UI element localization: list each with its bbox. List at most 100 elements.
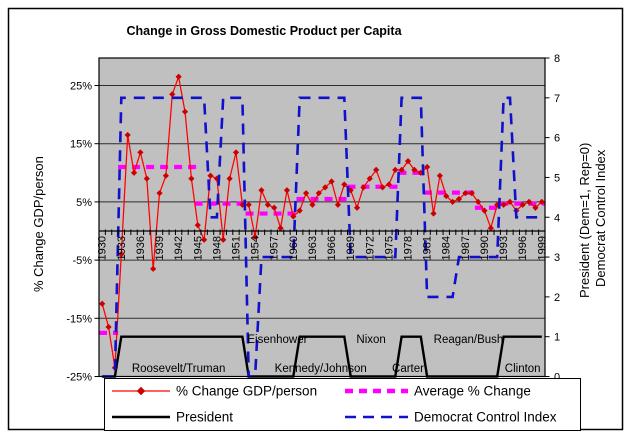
legend-label-president: President [176,410,233,425]
data-point-marker [283,187,291,194]
x-axis-tick-label: 1960 [288,236,300,260]
data-point-marker [341,181,348,188]
data-point-marker [462,190,469,197]
x-axis-tick-label: 1984 [441,236,453,260]
era-label: Clinton [505,363,541,375]
data-point-marker [328,178,335,185]
data-point-marker [194,222,201,229]
x-axis-tick-label: 1999 [536,236,548,260]
data-point-marker [207,172,214,179]
data-point-marker [130,169,138,176]
data-point-marker [360,184,367,191]
x-axis-tick-label: 1987 [460,236,472,260]
data-point-marker [143,175,150,182]
data-point-marker [264,201,271,208]
data-point-marker [271,204,278,211]
data-point-marker [353,204,361,211]
left-axis-tick-label: 25% [70,81,92,93]
axis-tick-labels: 25% 15% 5% -5% -15% -25% 0 1 2 3 4 5 6 7 8 1930 1933 1936… [66,53,560,384]
data-point-marker [181,108,189,115]
data-point-marker [366,175,373,182]
era-label: Carter [392,363,424,375]
data-point-marker [150,265,157,272]
era-label: Eisenhower [247,334,307,346]
left-axis-tick-label: 5% [76,197,92,209]
x-axis-tick-label: 1975 [383,236,395,260]
data-point-marker [162,172,169,179]
data-point-marker [118,251,125,258]
data-point-marker [443,192,450,200]
data-point-marker [392,166,399,173]
era-label: Reagan/Bush [434,334,504,346]
right-axis-tick-label: 1 [554,332,560,344]
era-label: Kennedy/Johnson [275,363,367,375]
data-point-marker [137,149,144,156]
data-point-marker [532,204,539,211]
right-axis-tick-label: 4 [554,212,560,224]
democrat-control-line [102,96,542,378]
right-axis-title-line2: Democrat Control Index [593,149,608,287]
data-point-marker [398,166,405,173]
legend-swatch-pct-change-diamond-icon [136,386,146,396]
data-point-marker [373,166,380,173]
data-point-marker [277,224,284,232]
data-point-marker [252,233,259,240]
data-point-marker [481,207,488,214]
right-axis-tick-label: 7 [554,93,560,105]
x-axis-tick-label: 1990 [479,236,491,260]
data-point-marker [258,187,265,194]
left-axis-tick-label: -15% [66,313,92,325]
x-axis-tick-label: 1936 [135,236,147,260]
plot-area [99,58,545,377]
x-axis-tick-label: 1963 [307,236,319,260]
data-point-marker [455,195,463,203]
data-point-marker [105,323,112,331]
x-axis-tick-label: 1957 [269,236,281,260]
data-point-marker [411,166,418,173]
data-point-marker [519,201,526,208]
data-point-marker [404,158,412,165]
legend-box [104,378,581,431]
data-point-marker [302,190,310,197]
x-axis-tick-label: 1933 [116,236,128,260]
right-axis-tick-label: 8 [554,53,560,65]
x-axis-tick-label: 1954 [250,236,262,260]
data-point-marker [385,181,392,188]
x-axis-tick-label: 1972 [364,236,376,260]
data-point-marker [232,149,240,156]
data-point-marker [201,236,208,243]
data-point-marker [436,172,443,179]
series-democrat-control-index [102,96,542,378]
data-point-marker [500,201,507,208]
data-point-marker [525,198,533,205]
data-point-marker [379,184,386,191]
right-axis-tick-label: 0 [554,372,560,384]
right-axis-tick-label: 3 [554,252,560,264]
data-point-marker [220,236,227,243]
x-axis-tick-label: 1993 [498,236,510,260]
era-label: Nixon [356,334,385,346]
data-point-marker [169,91,176,98]
x-axis-tick-label: 1948 [211,236,223,260]
data-point-marker [188,175,195,182]
data-point-marker [424,163,431,171]
legend-label-dem-control: Democrat Control Index [414,410,557,425]
data-point-marker [468,190,475,197]
left-axis-tick-label: 15% [70,139,92,151]
data-point-marker [290,213,297,220]
data-point-marker [315,190,322,197]
president-era-labels: Roosevelt/Truman Eisenhower Kennedy/Johnso… [132,334,541,375]
x-axis-tick-label: 1945 [192,236,204,260]
data-point-marker [99,300,106,307]
x-axis-tick-label: 1966 [326,236,338,260]
data-point-marker [449,198,456,205]
chart-title: Change in Gross Domestic Product per Cap… [126,24,402,38]
right-axis-title-line1: President (Dem=1, Rep=0) [577,143,592,298]
right-axis-tick-label: 5 [554,172,560,184]
x-axis-tick-label: 1930 [97,236,109,260]
x-axis-tick-label: 1996 [517,236,529,260]
legend-label-average: Average % Change [414,384,531,399]
legend-label-pct-change: % Change GDP/person [176,384,317,399]
data-point-marker [156,190,163,197]
